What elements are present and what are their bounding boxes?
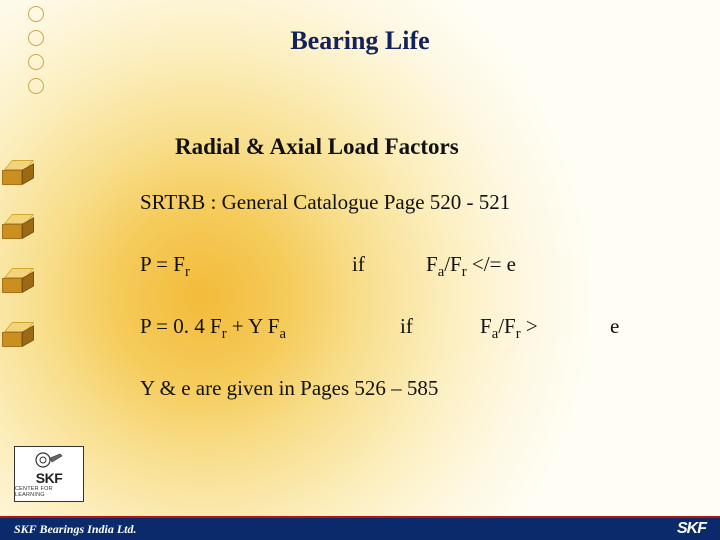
ring-icon (28, 78, 44, 94)
cube-icon (0, 268, 34, 294)
logo-tagline: CENTER FOR LEARNING (15, 486, 83, 498)
cond1-operator: </= e (467, 252, 516, 276)
footer-brand: SKF (677, 520, 706, 538)
cond2-slash-fr: /F (498, 314, 516, 338)
cond1-fa: F (426, 252, 438, 276)
cond2-fa: F (480, 314, 492, 338)
eq2-part2: + Y F (227, 314, 280, 338)
cond2-operator: > (521, 314, 538, 338)
cond1-slash-fr: /F (444, 252, 462, 276)
bearing-icon (34, 451, 64, 469)
catalogue-reference: SRTRB : General Catalogue Page 520 - 521 (140, 190, 510, 215)
cube-decoration (0, 160, 34, 348)
footer-bar: SKF Bearings India Ltd. SKF (0, 516, 720, 540)
eq2-part1: P = 0. 4 F (140, 314, 222, 338)
slide-container: Bearing Life Radial & Axial Load Factors… (0, 0, 720, 540)
page-reference: Y & e are given in Pages 526 – 585 (140, 376, 438, 401)
cube-icon (0, 214, 34, 240)
ring-icon (28, 6, 44, 22)
condition-1: Fa/Fr </= e (426, 252, 516, 282)
if-keyword-2: if (400, 314, 413, 339)
skf-learning-logo: SKF CENTER FOR LEARNING (14, 446, 84, 502)
eq2-sub-a: a (279, 326, 286, 342)
eq1-lhs: P = F (140, 252, 185, 276)
slide-title: Bearing Life (0, 26, 720, 56)
cube-icon (0, 160, 34, 186)
cube-icon (0, 322, 34, 348)
slide-subtitle: Radial & Axial Load Factors (175, 134, 459, 160)
ring-icon (28, 54, 44, 70)
equation-1: P = Fr (140, 252, 190, 282)
condition-2: Fa/Fr > (480, 314, 538, 344)
eq1-subscript: r (185, 264, 190, 280)
logo-brand: SKF (36, 470, 63, 486)
footer-company: SKF Bearings India Ltd. (14, 522, 136, 537)
if-keyword-1: if (352, 252, 365, 277)
equation-2: P = 0. 4 Fr + Y Fa (140, 314, 286, 344)
condition-2-e: e (610, 314, 619, 339)
